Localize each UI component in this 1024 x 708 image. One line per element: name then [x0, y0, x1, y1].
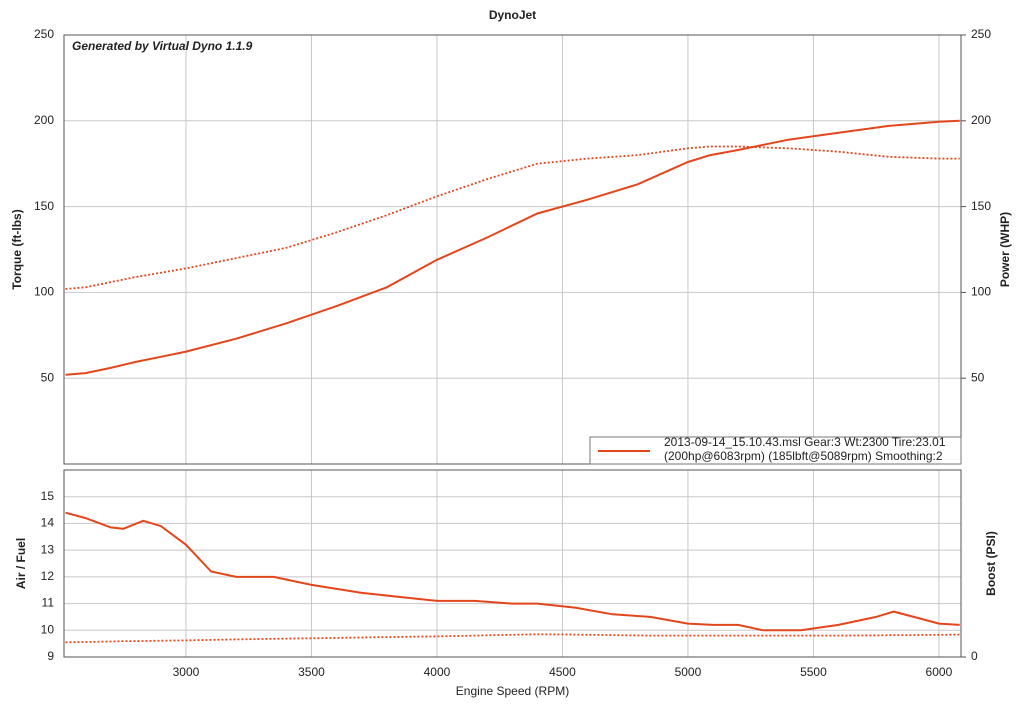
data-line — [65, 145, 960, 290]
y-tick-label: 10 — [41, 622, 55, 636]
y2-tick-label: 150 — [971, 199, 991, 213]
data-line — [65, 633, 960, 644]
x-tick-label: 5500 — [800, 665, 827, 679]
y2-axis-label: Power (WHP) — [998, 212, 1012, 287]
y2-tick-label: 200 — [971, 113, 991, 127]
annotation: Generated by Virtual Dyno 1.1.9 — [72, 39, 253, 53]
x-tick-label: 4000 — [424, 665, 451, 679]
y2-tick-label: 50 — [971, 370, 985, 384]
y2-tick-label: 100 — [971, 285, 991, 299]
legend-text: (200hp@6083rpm) (185lbft@5089rpm) Smooth… — [664, 449, 943, 463]
y-tick-label: 15 — [41, 489, 55, 503]
x-tick-label: 4500 — [549, 665, 576, 679]
y2-tick-label: 250 — [971, 27, 991, 41]
chart-title: DynoJet — [489, 8, 536, 22]
y-tick-label: 9 — [47, 649, 54, 663]
y-tick-label: 13 — [41, 542, 55, 556]
x-tick-label: 3500 — [298, 665, 325, 679]
plot-frame — [63, 469, 962, 658]
y-tick-label: 200 — [34, 113, 54, 127]
y-axis-label: Air / Fuel — [14, 538, 28, 589]
plot-background — [64, 470, 961, 657]
data-line — [65, 511, 960, 632]
y-tick-label: 50 — [41, 370, 55, 384]
y-tick-label: 150 — [34, 199, 54, 213]
y-tick-label: 250 — [34, 27, 54, 41]
plot-frame — [63, 34, 962, 465]
y-tick-label: 100 — [34, 285, 54, 299]
x-tick-label: 3000 — [173, 665, 200, 679]
y-tick-label: 12 — [41, 569, 55, 583]
plot-background — [64, 35, 961, 464]
y2-tick-label: 0 — [971, 649, 978, 663]
y-axis-label: Torque (ft-lbs) — [10, 209, 24, 289]
data-line — [65, 119, 960, 376]
x-axis-label: Engine Speed (RPM) — [456, 684, 569, 698]
legend-box — [589, 436, 962, 465]
legend-text: 2013-09-14_15.10.43.msl Gear:3 Wt:2300 T… — [664, 435, 946, 449]
x-tick-label: 6000 — [926, 665, 953, 679]
y-tick-label: 11 — [42, 596, 55, 610]
y2-axis-label: Boost (PSI) — [984, 531, 998, 596]
y-tick-label: 14 — [41, 516, 55, 530]
x-tick-label: 5000 — [675, 665, 702, 679]
